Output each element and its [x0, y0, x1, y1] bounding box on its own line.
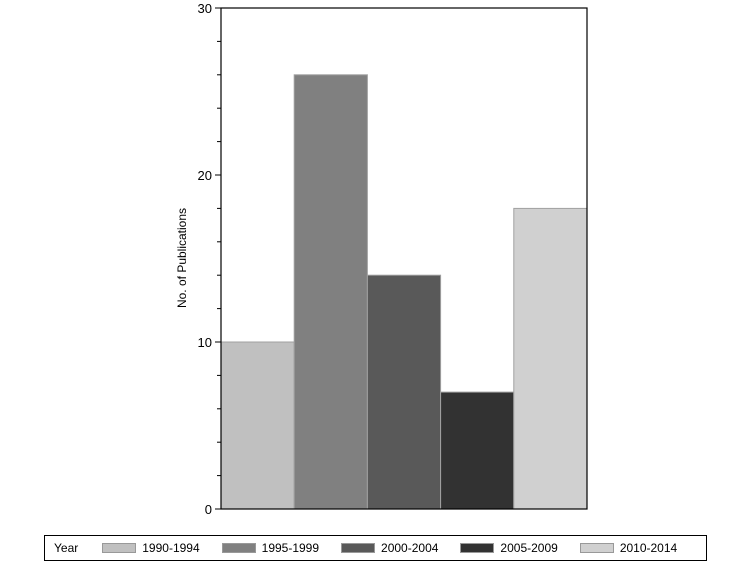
legend-item: 2000-2004: [341, 541, 438, 555]
legend: Year 1990-1994 1995-1999 2000-2004 2005-200…: [44, 535, 707, 561]
bar-2000-2004: [366, 274, 442, 510]
legend-item: 2010-2014: [579, 541, 678, 555]
y-tick-label: 0: [205, 502, 212, 517]
legend-item: 1990-1994: [102, 541, 200, 555]
bar-1990-1994: [220, 341, 295, 510]
y-tick-label: 30: [198, 1, 212, 16]
y-tick-label: 20: [198, 168, 212, 183]
legend-title: Year: [54, 541, 79, 555]
bar-2005-2009: [440, 391, 515, 510]
legend-item: 2005-2009: [460, 541, 558, 555]
plot-frame: [220, 7, 588, 510]
y-tick-label: 10: [198, 335, 212, 350]
y-axis-label: No. of Publications: [175, 208, 189, 308]
legend-swatch: [341, 543, 376, 553]
legend-label: 1990-1994: [142, 541, 200, 555]
legend-swatch: [102, 543, 137, 553]
legend-label: 2010-2014: [619, 541, 678, 555]
legend-swatch: [579, 543, 614, 553]
legend-item: 1995-1999: [221, 541, 320, 555]
legend-swatch: [460, 543, 495, 553]
legend-label: 2005-2009: [500, 541, 558, 555]
legend-label: 2000-2004: [381, 541, 439, 555]
bar-1995-1999: [293, 74, 368, 510]
legend-swatch: [221, 543, 256, 553]
legend-label: 1995-1999: [261, 541, 320, 555]
bar-2010-2014: [513, 207, 588, 510]
